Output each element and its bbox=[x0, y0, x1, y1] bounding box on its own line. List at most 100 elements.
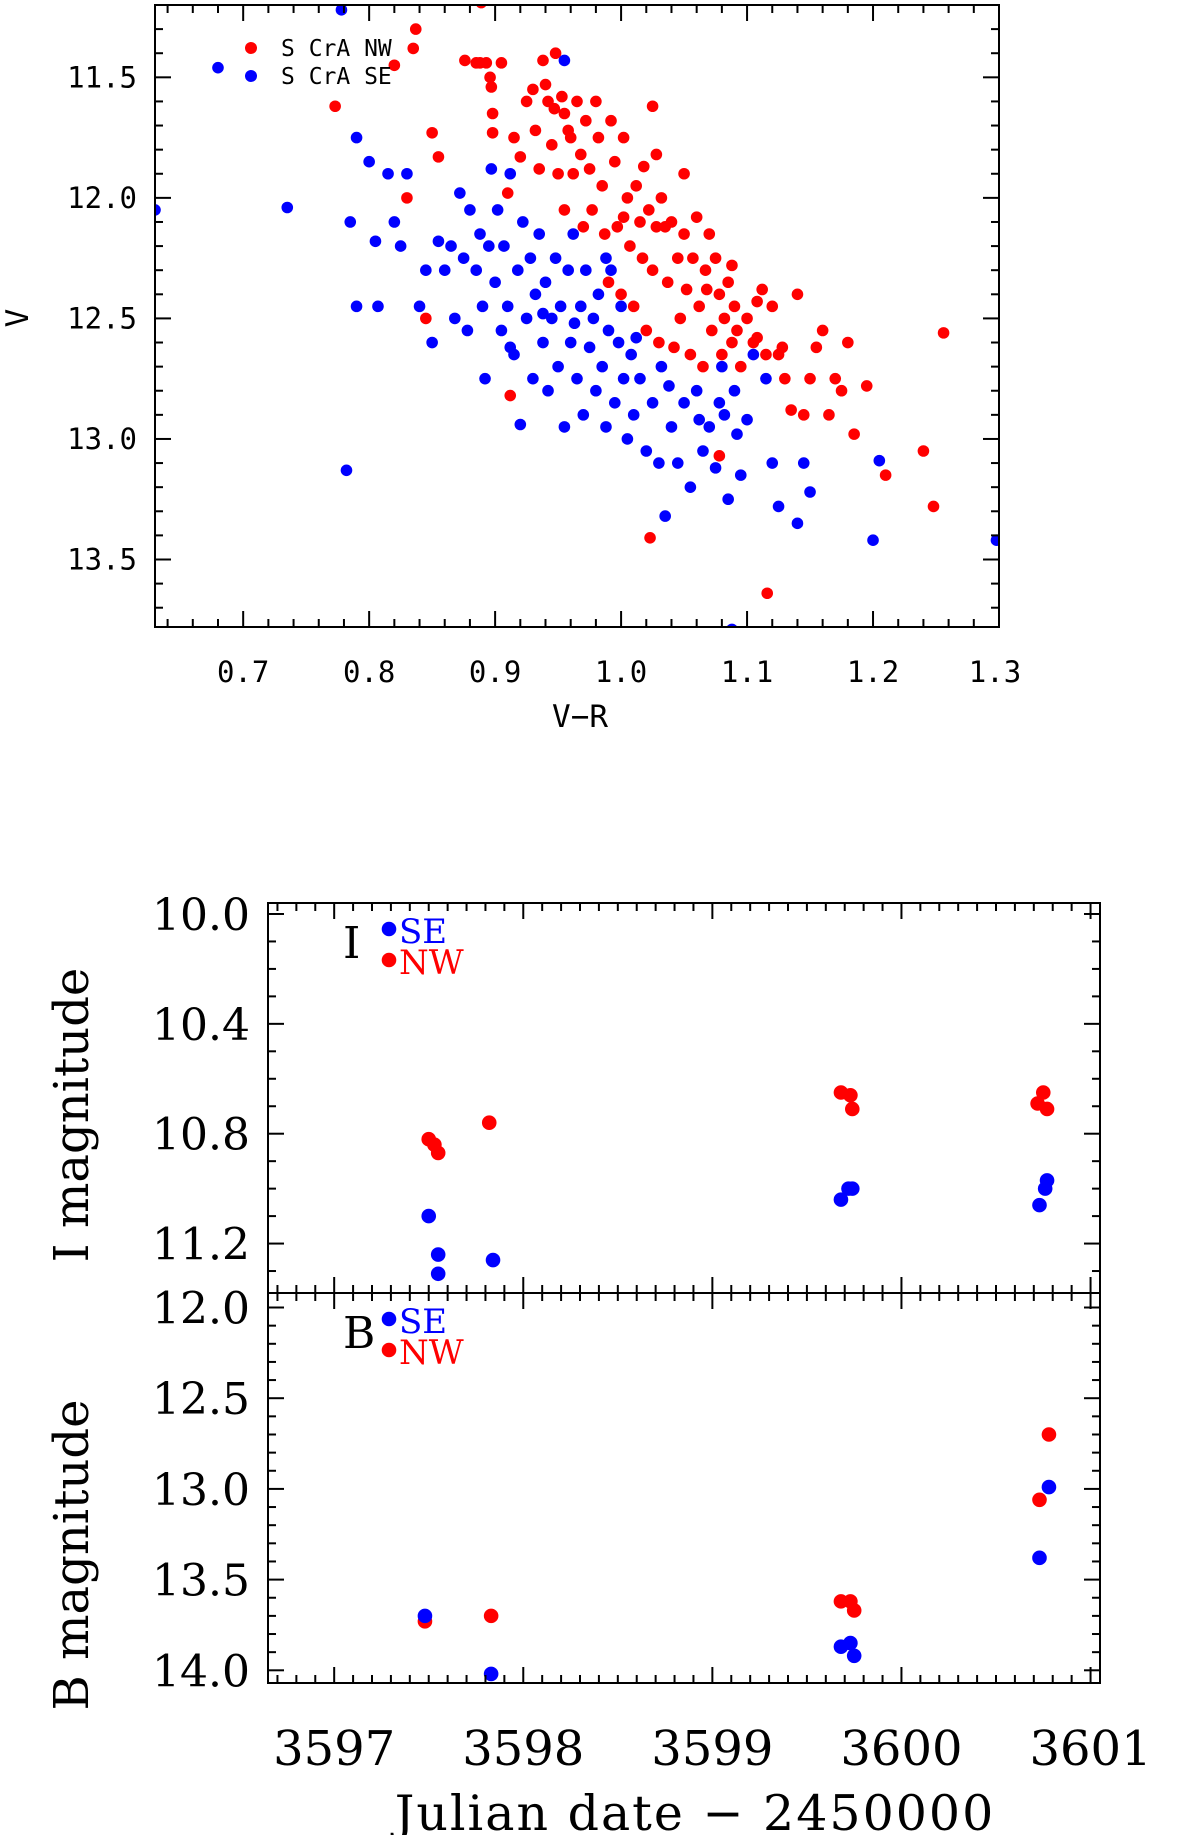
data-point-se bbox=[421, 1208, 437, 1224]
data-point-nw bbox=[611, 220, 624, 233]
data-point-se bbox=[533, 228, 546, 240]
legend: S CrA NWS CrA SE bbox=[245, 36, 392, 90]
data-point-se bbox=[690, 384, 703, 397]
data-point-se bbox=[873, 454, 886, 467]
data-point-se bbox=[457, 252, 470, 264]
data-point-nw bbox=[598, 228, 611, 240]
data-point-nw bbox=[761, 587, 774, 600]
data-point-se bbox=[432, 235, 445, 248]
data-point-nw bbox=[508, 131, 520, 144]
data-point-se bbox=[546, 312, 558, 325]
x-axis-label: V−R bbox=[552, 699, 608, 735]
data-point-nw bbox=[596, 180, 608, 192]
y-tick-label: 12.5 bbox=[152, 1374, 250, 1425]
data-point-nw bbox=[699, 264, 712, 276]
data-point-nw bbox=[842, 336, 854, 349]
data-point-nw bbox=[504, 389, 517, 402]
y-tick-label: 13.0 bbox=[67, 422, 137, 456]
data-point-se bbox=[501, 300, 514, 313]
data-point-nw bbox=[574, 148, 587, 161]
data-point-se bbox=[747, 348, 760, 361]
data-point-nw bbox=[644, 531, 656, 544]
data-point-se bbox=[602, 324, 615, 337]
x-tick-label: 3600 bbox=[840, 1721, 962, 1777]
data-point-se bbox=[741, 413, 753, 426]
data-point-nw bbox=[846, 1603, 862, 1618]
data-point-se bbox=[665, 421, 678, 433]
data-point-se bbox=[577, 409, 590, 421]
y-tick-label: 14.0 bbox=[152, 1646, 250, 1697]
data-point-nw bbox=[432, 151, 445, 163]
data-point-se bbox=[1032, 1197, 1047, 1213]
x-tick-label: 0.8 bbox=[343, 655, 395, 689]
data-point-se bbox=[562, 264, 574, 276]
data-point-se bbox=[537, 336, 549, 349]
data-point-se bbox=[155, 204, 161, 216]
data-point-nw bbox=[687, 252, 699, 264]
data-point-se bbox=[564, 336, 577, 349]
data-point-nw bbox=[751, 295, 763, 308]
data-point-se bbox=[445, 240, 457, 252]
data-point-nw bbox=[577, 220, 590, 233]
data-point-nw bbox=[426, 126, 438, 139]
data-point-se bbox=[350, 300, 363, 313]
data-point-nw bbox=[483, 1608, 499, 1624]
legend-marker bbox=[245, 70, 257, 82]
data-point-nw bbox=[665, 216, 678, 228]
data-point-nw bbox=[627, 300, 640, 313]
data-point-se bbox=[630, 331, 643, 344]
data-point-se bbox=[843, 1635, 858, 1651]
cmd-ticks bbox=[155, 4, 1000, 627]
data-point-nw bbox=[766, 300, 779, 313]
data-point-nw bbox=[661, 276, 674, 289]
data-point-nw bbox=[605, 114, 617, 127]
y-tick-label: 12.0 bbox=[152, 1284, 250, 1335]
data-point-nw bbox=[533, 163, 546, 175]
data-point-se bbox=[426, 336, 438, 349]
legend-marker bbox=[381, 1342, 397, 1358]
data-point-nw bbox=[558, 204, 571, 216]
data-point-se bbox=[571, 372, 583, 385]
data-point-se bbox=[867, 534, 879, 547]
data-point-se bbox=[678, 396, 690, 409]
data-point-se bbox=[413, 300, 426, 313]
data-point-nw bbox=[501, 187, 514, 199]
data-point-se bbox=[731, 428, 743, 440]
data-point-se bbox=[1039, 1173, 1055, 1188]
data-point-nw bbox=[409, 23, 422, 35]
data-point-nw bbox=[1035, 1085, 1051, 1100]
data-point-se bbox=[833, 1192, 849, 1207]
data-point-nw bbox=[617, 211, 630, 223]
data-point-se bbox=[617, 372, 630, 385]
data-point-nw bbox=[634, 216, 646, 228]
data-point-nw bbox=[653, 336, 665, 349]
data-point-nw bbox=[520, 95, 533, 108]
data-point-se bbox=[590, 384, 602, 397]
data-point-nw bbox=[549, 47, 562, 60]
data-point-se bbox=[766, 457, 779, 469]
data-point-nw bbox=[668, 341, 680, 354]
data-point-nw bbox=[674, 312, 687, 325]
data-point-se bbox=[470, 264, 483, 276]
data-point-se bbox=[600, 252, 612, 264]
data-point-se bbox=[646, 396, 659, 409]
data-point-nw bbox=[602, 276, 615, 289]
data-point-nw bbox=[640, 324, 653, 337]
i-panel-band-label: I bbox=[343, 918, 360, 969]
data-point-nw bbox=[734, 360, 747, 373]
b-y-axis-label: B magnitude bbox=[44, 1400, 100, 1711]
x-tick-label: 1.3 bbox=[969, 655, 1021, 689]
data-point-se bbox=[797, 457, 810, 469]
data-point-se bbox=[474, 228, 486, 240]
data-point-se bbox=[498, 240, 510, 252]
data-point-se bbox=[483, 1666, 499, 1682]
data-point-nw bbox=[797, 409, 810, 421]
data-point-nw bbox=[430, 1145, 446, 1161]
data-point-nw bbox=[484, 71, 496, 84]
data-point-se bbox=[722, 493, 734, 506]
data-point-nw bbox=[731, 324, 743, 337]
data-point-nw bbox=[680, 283, 693, 296]
data-point-se bbox=[552, 360, 564, 373]
legend-marker bbox=[381, 952, 397, 968]
